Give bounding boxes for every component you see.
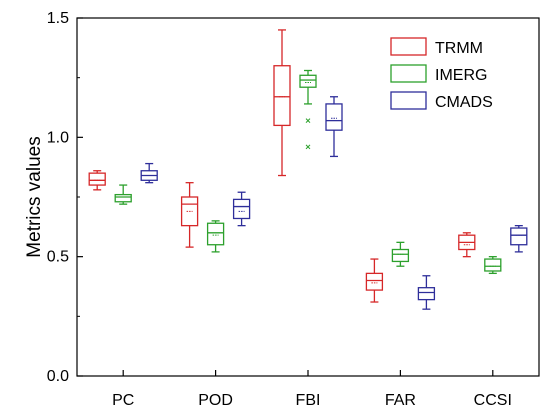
box-iqr bbox=[88, 172, 106, 186]
box-imerg-fbi bbox=[299, 69, 317, 150]
box-iqr bbox=[325, 103, 343, 131]
x-tick-label-pc: PC bbox=[112, 392, 134, 409]
box-iqr bbox=[365, 272, 384, 291]
box-iqr bbox=[232, 198, 251, 220]
legend: TRMM IMERG CMADS bbox=[390, 37, 493, 111]
y-axis-title: Metrics values bbox=[24, 136, 45, 257]
box-iqr bbox=[484, 258, 502, 272]
y-tick-label: 1.0 bbox=[47, 129, 69, 146]
x-tick-label-fbi: FBI bbox=[296, 392, 321, 409]
legend-label: IMERG bbox=[435, 67, 487, 84]
x-axis: PC POD FBI FAR CCSI bbox=[112, 370, 512, 409]
box-iqr bbox=[510, 227, 528, 246]
box-imerg-far bbox=[391, 241, 410, 267]
y-axis: 0.0 0.5 1.0 1.5 bbox=[47, 10, 83, 385]
box-trmm-fbi bbox=[273, 29, 291, 177]
legend-swatch bbox=[390, 91, 427, 110]
series-trmm bbox=[88, 29, 476, 303]
box-cmads-fbi bbox=[325, 96, 343, 158]
box-imerg-pc bbox=[114, 184, 132, 205]
box-cmads-pc bbox=[140, 162, 158, 184]
legend-item-imerg: IMERG bbox=[390, 64, 487, 84]
y-tick-label: 0.5 bbox=[47, 249, 69, 266]
box-iqr bbox=[273, 65, 291, 127]
legend-swatch bbox=[390, 37, 427, 56]
box-cmads-ccsi bbox=[510, 224, 528, 253]
box-iqr bbox=[299, 74, 317, 88]
box-trmm-pc bbox=[88, 170, 106, 191]
legend-swatch bbox=[390, 64, 427, 83]
box-iqr bbox=[391, 248, 410, 263]
legend-label: TRMM bbox=[435, 40, 483, 57]
legend-item-trmm: TRMM bbox=[390, 37, 483, 57]
series-imerg bbox=[114, 69, 502, 275]
box-cmads-far bbox=[417, 275, 436, 310]
outlier-marker bbox=[305, 144, 311, 150]
box-trmm-pod bbox=[180, 182, 199, 248]
y-tick-label: 0.0 bbox=[47, 368, 69, 385]
box-iqr bbox=[114, 193, 132, 203]
x-tick-label-far: FAR bbox=[385, 392, 416, 409]
box-trmm-far bbox=[365, 258, 384, 303]
legend-label: CMADS bbox=[435, 94, 493, 111]
y-tick-label: 1.5 bbox=[47, 10, 69, 27]
box-iqr bbox=[206, 222, 225, 246]
outlier-marker bbox=[305, 118, 311, 123]
box-cmads-pod bbox=[232, 191, 251, 227]
box-trmm-ccsi bbox=[458, 232, 476, 258]
box-imerg-pod bbox=[206, 220, 225, 253]
x-tick-label-ccsi: CCSI bbox=[474, 392, 512, 409]
box-imerg-ccsi bbox=[484, 256, 502, 275]
box-series-group bbox=[88, 29, 528, 310]
box-iqr bbox=[417, 287, 436, 301]
x-tick-label-pod: POD bbox=[198, 392, 233, 409]
legend-item-cmads: CMADS bbox=[390, 91, 493, 111]
series-cmads bbox=[140, 96, 528, 310]
